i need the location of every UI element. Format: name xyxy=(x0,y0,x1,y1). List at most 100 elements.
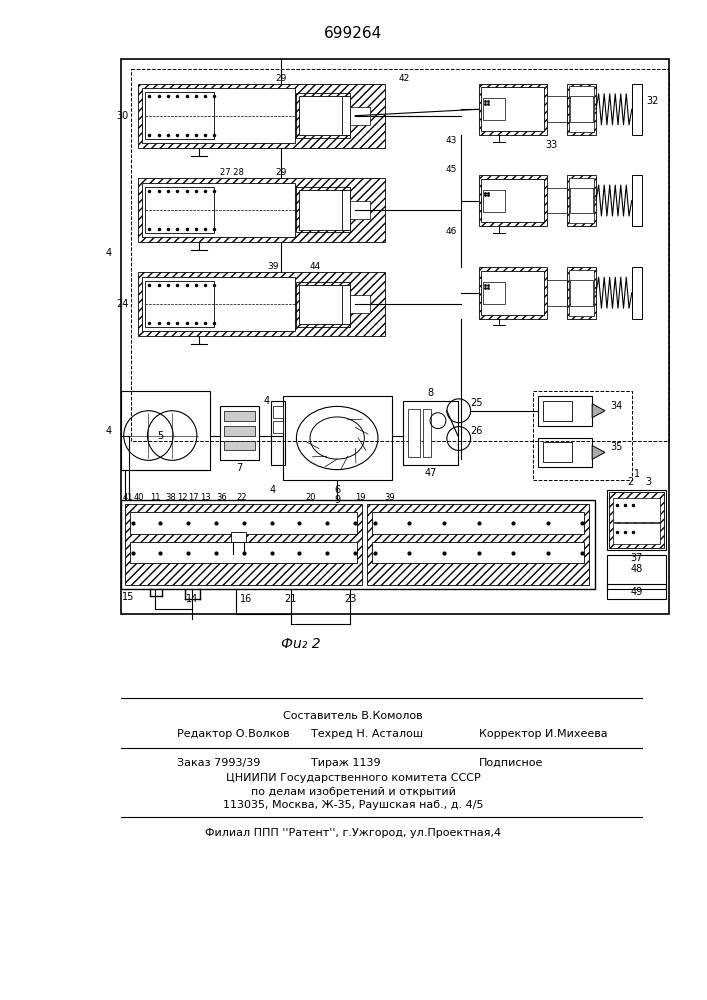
Bar xyxy=(484,190,506,212)
Bar xyxy=(538,396,592,426)
Text: 25: 25 xyxy=(470,398,483,408)
Text: 9: 9 xyxy=(334,495,340,505)
Bar xyxy=(481,271,544,315)
Bar xyxy=(138,84,385,148)
Text: 4: 4 xyxy=(106,426,112,436)
Bar xyxy=(613,523,660,544)
Bar xyxy=(283,396,392,480)
Bar xyxy=(124,504,362,585)
Text: 33: 33 xyxy=(546,140,558,150)
Bar xyxy=(273,421,283,433)
Bar xyxy=(547,280,566,306)
Bar xyxy=(570,96,593,122)
Text: 7: 7 xyxy=(236,463,243,473)
Text: 42: 42 xyxy=(399,74,410,83)
Bar xyxy=(131,69,670,440)
Bar xyxy=(296,187,350,232)
Text: 15: 15 xyxy=(122,592,134,602)
Bar xyxy=(409,409,420,457)
Text: 37: 37 xyxy=(631,553,643,563)
Bar xyxy=(613,498,660,522)
Bar xyxy=(632,84,641,135)
Bar xyxy=(481,179,544,222)
Text: 44: 44 xyxy=(310,262,321,271)
Bar xyxy=(138,272,385,336)
Bar xyxy=(547,188,566,213)
Bar xyxy=(350,107,370,125)
Text: 32: 32 xyxy=(646,96,659,106)
Bar xyxy=(533,391,631,480)
Text: 41: 41 xyxy=(122,493,133,502)
Text: ЦНИИПИ Государственного комитета СССР: ЦНИИПИ Государственного комитета СССР xyxy=(226,773,480,783)
Bar xyxy=(121,500,595,589)
Bar xyxy=(129,512,357,534)
Text: 4: 4 xyxy=(264,396,270,406)
Text: 3: 3 xyxy=(645,477,652,487)
Bar xyxy=(146,187,214,233)
Bar xyxy=(342,96,350,135)
Text: Подписное: Подписное xyxy=(479,758,543,768)
Bar xyxy=(372,542,584,563)
Bar xyxy=(609,492,665,548)
Bar xyxy=(220,406,259,460)
Text: 699264: 699264 xyxy=(324,26,382,41)
Text: 27 28: 27 28 xyxy=(219,168,243,177)
Bar xyxy=(146,281,214,327)
Bar xyxy=(350,295,370,313)
Text: 49: 49 xyxy=(631,587,643,597)
Text: Составитель В.Комолов: Составитель В.Комолов xyxy=(284,711,423,721)
Bar xyxy=(121,391,210,470)
Bar xyxy=(404,401,457,465)
Bar xyxy=(607,584,666,599)
Polygon shape xyxy=(592,404,605,418)
Bar xyxy=(479,267,547,319)
Text: 4: 4 xyxy=(270,485,276,495)
Text: 12: 12 xyxy=(177,493,187,502)
Bar xyxy=(484,98,506,120)
Text: 29: 29 xyxy=(275,74,286,83)
Bar xyxy=(129,542,357,563)
Polygon shape xyxy=(592,445,605,459)
Bar xyxy=(479,175,547,226)
Text: 30: 30 xyxy=(117,111,129,121)
Text: 8: 8 xyxy=(428,388,433,398)
Bar xyxy=(298,285,347,324)
Text: 6: 6 xyxy=(334,485,340,495)
Bar xyxy=(298,96,347,135)
Bar xyxy=(350,201,370,219)
Text: Техред Н. Асталош: Техред Н. Асталош xyxy=(310,729,423,739)
Bar xyxy=(479,84,547,135)
Bar xyxy=(231,532,246,542)
Text: 24: 24 xyxy=(117,299,129,309)
Text: 43: 43 xyxy=(445,136,457,145)
Text: 39: 39 xyxy=(385,493,395,502)
Bar xyxy=(543,442,573,462)
Bar xyxy=(484,282,506,304)
Text: 40: 40 xyxy=(134,493,144,502)
Text: 20: 20 xyxy=(305,493,316,502)
Text: 45: 45 xyxy=(445,165,457,174)
Text: 46: 46 xyxy=(445,227,457,236)
Bar xyxy=(566,175,596,226)
Text: Редактор О.Волков: Редактор О.Волков xyxy=(177,729,290,739)
Text: Корректор И.Михеева: Корректор И.Михеева xyxy=(479,729,607,739)
Bar xyxy=(566,267,596,319)
Bar xyxy=(273,406,283,418)
Bar xyxy=(568,178,594,223)
Bar xyxy=(138,178,385,242)
Text: 4: 4 xyxy=(106,248,112,258)
Text: 19: 19 xyxy=(355,493,366,502)
Text: 13: 13 xyxy=(201,493,211,502)
Text: 17: 17 xyxy=(189,493,199,502)
Text: 35: 35 xyxy=(611,442,623,452)
Text: 38: 38 xyxy=(165,493,175,502)
Text: Заказ 7993/39: Заказ 7993/39 xyxy=(177,758,260,768)
Bar xyxy=(372,512,584,534)
Text: 113035, Москва, Ж-35, Раушская наб., д. 4/5: 113035, Москва, Ж-35, Раушская наб., д. … xyxy=(223,800,484,810)
Text: 47: 47 xyxy=(424,468,437,478)
Bar xyxy=(141,277,295,331)
Bar xyxy=(481,87,544,131)
Text: 11: 11 xyxy=(150,493,160,502)
Text: Фu₂ 2: Фu₂ 2 xyxy=(281,637,320,651)
Bar xyxy=(141,183,295,237)
